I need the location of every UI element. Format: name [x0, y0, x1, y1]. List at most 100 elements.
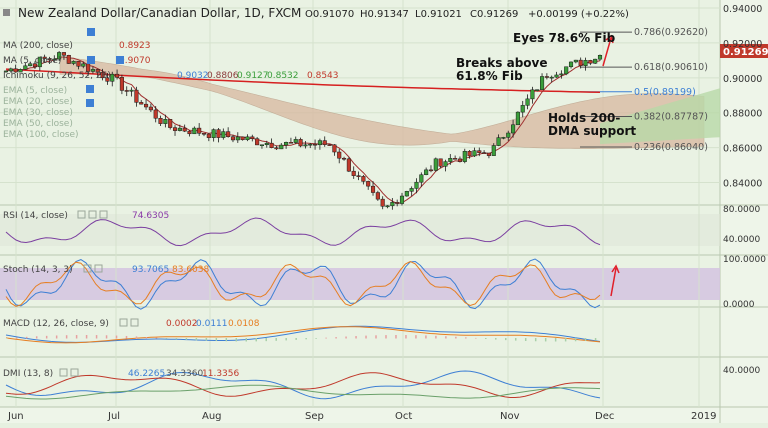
candle	[81, 63, 86, 67]
candle	[491, 145, 496, 156]
indicator-tick-2: 100.0000	[723, 255, 766, 265]
time-tick-4: Oct	[395, 411, 412, 422]
hidden-ema-3[interactable]: EMA (50, close)	[3, 119, 73, 129]
hidden-ema-0[interactable]: EMA (5, close)	[3, 86, 67, 96]
macd-pane[interactable]	[0, 307, 720, 357]
candle	[259, 144, 265, 147]
rsi-close-icon[interactable]	[99, 210, 108, 219]
macd-eye-icon[interactable]	[119, 318, 128, 327]
macd-signal-value: 0.0108	[228, 319, 260, 329]
time-axis[interactable]	[0, 407, 720, 423]
candle	[462, 151, 467, 162]
last-price-value: 0.91269	[723, 47, 768, 58]
fib-label-3: 0.382(0.87787)	[634, 111, 708, 122]
candle	[230, 136, 236, 141]
ma-settings-icon[interactable]	[87, 56, 95, 64]
rsi-label[interactable]: RSI (14, close)	[3, 211, 68, 221]
rsi-settings-icon[interactable]	[88, 210, 97, 219]
ma200-settings-icon[interactable]	[87, 28, 95, 36]
price-axis[interactable]	[720, 0, 768, 423]
candle	[453, 158, 458, 160]
candle	[515, 111, 520, 126]
candle	[168, 119, 173, 128]
candle	[399, 195, 405, 204]
dmi-adx-value: 11.3356	[202, 369, 239, 379]
ohlc-low: L0.91021	[415, 9, 462, 20]
macd-histogram-bar	[445, 336, 447, 339]
candle	[578, 59, 583, 66]
candle	[76, 61, 81, 67]
ichimoku-v4: 0.8532	[267, 71, 299, 81]
hidden-ema-1[interactable]: EMA (20, close)	[3, 97, 73, 107]
macd-histogram-bar	[514, 338, 517, 341]
hidden-ema-2[interactable]: EMA (30, close)	[3, 108, 73, 118]
macd-histogram-bar	[485, 338, 487, 340]
ema-settings-icon-1[interactable]	[86, 99, 94, 107]
candle	[433, 158, 438, 171]
up-arrow-icon	[602, 37, 612, 67]
candle	[23, 65, 28, 70]
macd-histogram-bar	[265, 338, 267, 342]
candle	[211, 129, 216, 138]
symbol-menu-icon[interactable]	[3, 9, 10, 16]
candle	[148, 106, 153, 111]
annotation-holds-line1: Holds 200-	[548, 111, 620, 125]
dmi-eye-icon[interactable]	[59, 368, 68, 377]
annotation-eyes-fib: Eyes 78.6% Fib	[513, 31, 616, 45]
macd-histogram-bar	[215, 338, 218, 342]
dmi-pane[interactable]	[0, 357, 720, 407]
stoch-eye-icon[interactable]	[83, 264, 92, 273]
ichimoku-v1: 0.9032	[177, 71, 209, 81]
rsi-value: 74.6305	[132, 211, 169, 221]
candle	[573, 59, 578, 63]
macd-histogram-bar	[435, 335, 437, 339]
dmi-minus-value: 34.3360	[166, 369, 203, 379]
candle	[129, 89, 134, 92]
macd-histogram-bar	[275, 338, 277, 341]
candle	[564, 66, 569, 75]
stoch-label[interactable]: Stoch (14, 3, 3)	[3, 265, 73, 275]
macd-histogram-bar	[185, 338, 188, 340]
candle	[288, 142, 293, 144]
fib-label-0: 0.786(0.92620)	[634, 27, 708, 38]
candle	[525, 98, 530, 106]
candle	[438, 158, 443, 167]
ma-line[interactable]	[5, 56, 601, 204]
macd-label[interactable]: MACD (12, 26, close, 9)	[3, 319, 109, 329]
ma-format-icon[interactable]	[116, 56, 124, 64]
hidden-ema-4[interactable]: EMA (100, close)	[3, 130, 79, 140]
dmi-settings-icon[interactable]	[70, 368, 79, 377]
ma200-line[interactable]	[5, 68, 601, 94]
stoch-settings-icon[interactable]	[94, 264, 103, 273]
ichimoku-label[interactable]: Ichimoku (9, 26, 52, 26)	[3, 71, 111, 81]
candle	[158, 118, 163, 124]
candle	[482, 152, 487, 154]
ma200-label[interactable]: MA (200, close)	[3, 41, 73, 51]
symbol-title[interactable]: New Zealand Dollar/Canadian Dollar, 1D, …	[18, 6, 301, 20]
candle	[341, 157, 347, 160]
candle	[370, 185, 376, 193]
candle	[13, 68, 18, 73]
candle	[37, 56, 42, 68]
macd-histogram-bar	[564, 338, 567, 342]
adx-line	[5, 384, 601, 400]
macd-settings-icon[interactable]	[130, 318, 139, 327]
candle	[284, 142, 289, 146]
ma-label[interactable]: MA (5, close)	[3, 56, 61, 66]
candle	[124, 90, 129, 92]
macd-histogram-bar	[584, 338, 587, 341]
ema-settings-icon-0[interactable]	[86, 85, 94, 93]
macd-histogram-bar	[415, 335, 417, 339]
rsi-eye-icon[interactable]	[77, 210, 86, 219]
dmi-label[interactable]: DMI (13, 8)	[3, 369, 53, 379]
time-tick-7: 2019	[691, 411, 716, 422]
candle	[28, 63, 33, 67]
macd-histogram-bar	[55, 335, 58, 339]
macd-histogram-bar	[335, 337, 337, 339]
ma200-value: 0.8923	[119, 41, 151, 51]
candle	[119, 77, 124, 91]
candle	[110, 73, 115, 82]
macd-histogram-bar	[75, 335, 78, 339]
candle	[448, 158, 453, 162]
macd-signal-line	[5, 326, 601, 344]
